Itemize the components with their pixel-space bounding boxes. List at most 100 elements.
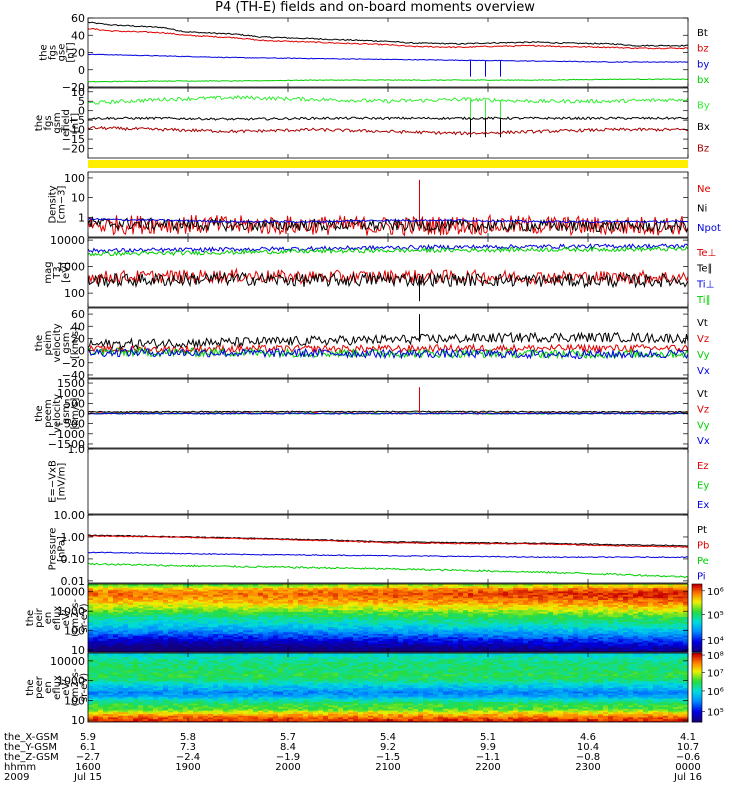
spectrogram-cell — [608, 645, 614, 648]
spectrogram-cell — [363, 624, 369, 628]
spectrogram-cell — [573, 648, 579, 651]
spectrogram-cell — [438, 643, 444, 646]
spectrogram-cell — [533, 592, 539, 595]
spectrogram-cell — [503, 641, 509, 645]
spectrogram-cell — [423, 645, 429, 648]
spectrogram-cell — [443, 624, 449, 628]
spectrogram-cell — [303, 592, 309, 595]
spectrogram-cell — [183, 628, 189, 631]
spectrogram-cell — [648, 633, 654, 636]
spectrogram-cell — [118, 589, 124, 592]
spectrogram-cell — [318, 614, 324, 617]
spectrogram-cell — [178, 590, 184, 594]
spectrogram-cell — [403, 606, 409, 609]
spectrogram-cell — [648, 624, 654, 628]
spectrogram-cell — [243, 602, 249, 605]
spectrogram-cell — [613, 640, 619, 643]
spectrogram-cell — [133, 621, 139, 624]
spectrogram-cell — [483, 619, 489, 622]
spectrogram-cell — [208, 648, 214, 651]
spectrogram-cell — [203, 638, 209, 641]
spectrogram-cell — [153, 623, 159, 626]
spectrogram-cell — [398, 619, 404, 622]
spectrogram-cell — [418, 597, 424, 600]
spectrogram-cell — [208, 592, 214, 595]
spectrogram-cell — [523, 633, 529, 636]
spectrogram-cell — [323, 609, 329, 612]
spectrogram-cell — [543, 638, 549, 641]
ylabel-line: peem — [43, 399, 54, 427]
separator-bar — [88, 160, 688, 168]
spectrogram-cell — [503, 609, 509, 612]
spectrogram-cell — [463, 641, 469, 645]
spectrogram-cell — [588, 650, 594, 652]
spectrogram-cell — [413, 648, 419, 651]
spectrogram-cell — [163, 650, 169, 652]
spectrogram-cell — [603, 629, 609, 633]
spectrogram-cell — [178, 587, 184, 590]
spectrogram-cell — [253, 602, 259, 605]
spectrogram-cell — [363, 626, 369, 629]
spectrogram-cell — [388, 629, 394, 633]
spectrogram-cell — [543, 604, 549, 607]
spectrogram-cell — [213, 640, 219, 643]
spectrogram-cell — [593, 594, 599, 597]
spectrogram-cell — [138, 601, 144, 604]
ylabel-line: the — [34, 115, 45, 131]
spectrogram-cell — [118, 646, 124, 650]
spectrogram-cell — [483, 611, 489, 614]
spectrogram-cell — [563, 641, 569, 645]
spectrogram-cell — [623, 612, 629, 616]
spectrogram-cell — [408, 618, 414, 621]
spectrogram-cell — [423, 592, 429, 595]
spectrogram-cell — [608, 619, 614, 622]
spectrogram-cell — [213, 614, 219, 617]
spectrogram-cell — [653, 626, 659, 629]
spectrogram-cell — [473, 614, 479, 617]
spectrogram-cell — [148, 607, 154, 611]
spectrogram-cell — [508, 595, 514, 599]
spectrogram-cell — [273, 590, 279, 594]
spectrogram-cell — [218, 594, 224, 597]
spectrogram-cell — [133, 643, 139, 646]
spectrogram-cell — [533, 612, 539, 616]
spectrogram-cell — [478, 635, 484, 638]
spectrogram-cell — [88, 607, 94, 611]
spectrogram-cell — [358, 592, 364, 595]
spectrogram-cell — [138, 646, 144, 650]
spectrogram-cell — [358, 633, 364, 636]
spectrogram-cell — [578, 640, 584, 643]
spectrogram-cell — [113, 590, 119, 594]
spectrogram-cell — [473, 611, 479, 614]
spectrogram-cell — [448, 640, 454, 643]
spectrogram-cell — [423, 635, 429, 638]
spectrogram-cell — [408, 628, 414, 631]
legend-label: Ex — [697, 500, 709, 511]
spectrogram-cell — [273, 609, 279, 612]
spectrogram-cell — [403, 599, 409, 602]
spectrogram-cell — [223, 624, 229, 628]
spectrogram-cell — [508, 611, 514, 614]
spectrogram-cell — [518, 646, 524, 650]
spectrogram-cell — [528, 650, 534, 652]
spectrogram-cell — [503, 636, 509, 639]
spectrogram-cell — [133, 636, 139, 639]
spectrogram-cell — [288, 609, 294, 612]
spectrogram-cell — [243, 626, 249, 629]
spectrogram-cell — [178, 599, 184, 602]
spectrogram-cell — [283, 614, 289, 617]
spectrogram-cell — [333, 611, 339, 614]
spectrogram-cell — [318, 602, 324, 605]
spectrogram-cell — [263, 595, 269, 599]
spectrogram-cell — [493, 629, 499, 633]
spectrogram-cell — [198, 592, 204, 595]
spectrogram-cell — [438, 626, 444, 629]
spectrogram-cell — [573, 631, 579, 634]
spectrogram-cell — [533, 601, 539, 604]
spectrogram-cell — [583, 629, 589, 633]
spectrogram-cell — [378, 599, 384, 602]
spectrogram-cell — [328, 640, 334, 643]
spectrogram-cell — [103, 629, 109, 633]
spectrogram-cell — [633, 602, 639, 605]
spectrogram-cell — [458, 633, 464, 636]
